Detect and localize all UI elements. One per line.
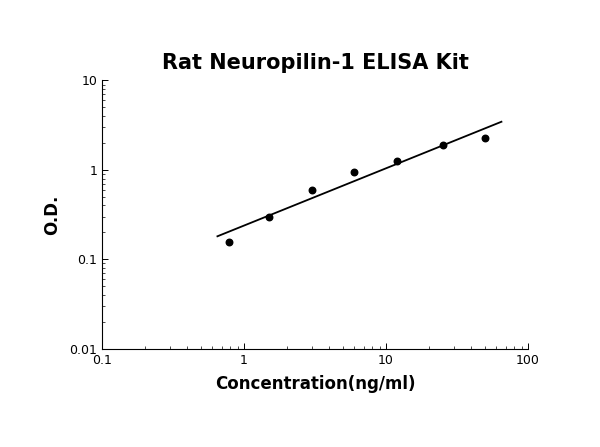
Point	[392, 158, 402, 165]
Point	[307, 186, 317, 193]
Point	[224, 239, 233, 246]
Point	[264, 213, 274, 220]
Y-axis label: O.D.: O.D.	[43, 194, 61, 235]
Point	[438, 141, 448, 148]
X-axis label: Concentration(ng/ml): Concentration(ng/ml)	[215, 375, 415, 393]
Point	[481, 134, 490, 141]
Title: Rat Neuropilin-1 ELISA Kit: Rat Neuropilin-1 ELISA Kit	[161, 53, 469, 73]
Point	[350, 168, 359, 175]
